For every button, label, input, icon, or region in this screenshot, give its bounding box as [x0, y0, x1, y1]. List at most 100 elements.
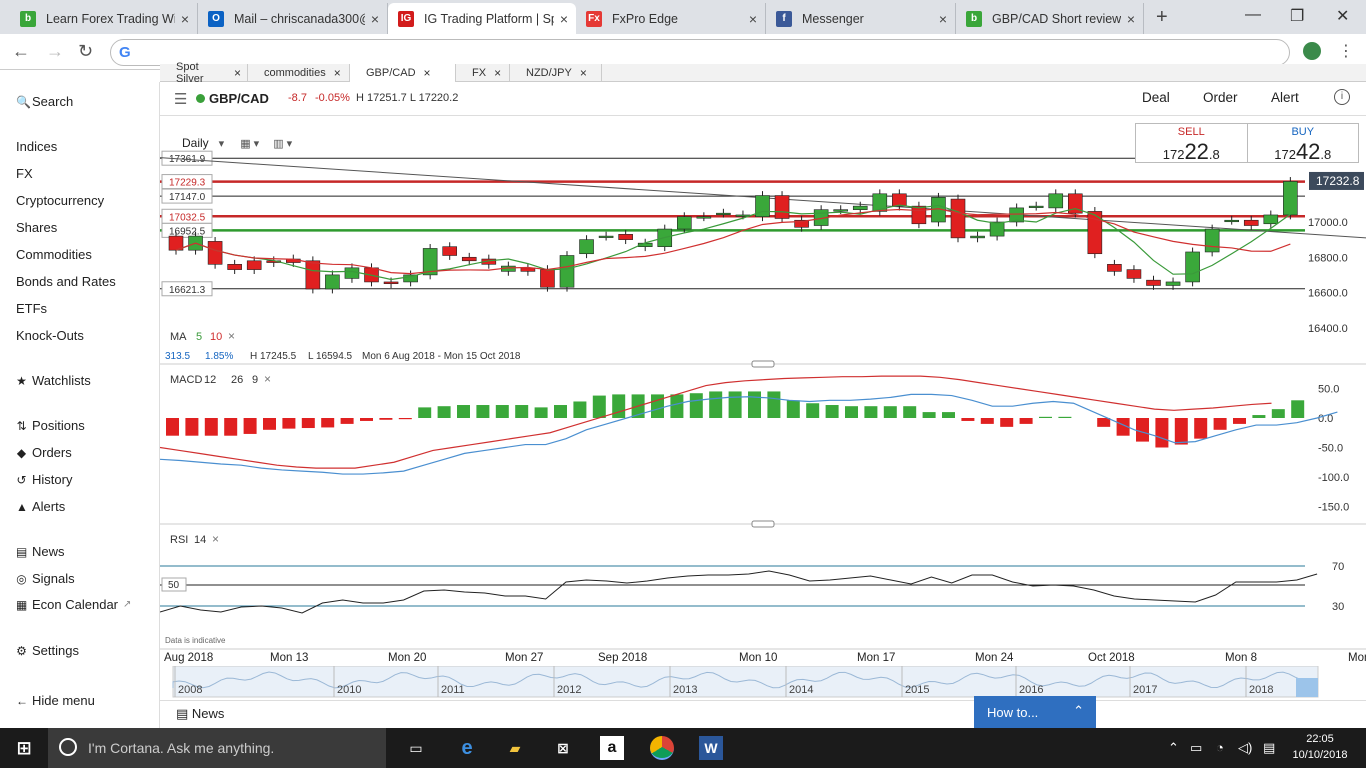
sidebar-item-etfs[interactable]: ETFs — [16, 301, 48, 316]
candle — [1204, 228, 1220, 253]
indicators-icon[interactable]: ▥ ▾ — [273, 137, 293, 150]
cortana-search[interactable]: I'm Cortana. Ask me anything. — [48, 728, 386, 768]
dropdown-icon[interactable]: ▾ — [218, 137, 225, 150]
close-icon[interactable]: × — [333, 66, 341, 80]
sidebar-item-fx[interactable]: FX — [16, 166, 33, 181]
sell-button[interactable]: SELL 17222.8 — [1162, 126, 1220, 164]
tab-close-icon[interactable]: × — [559, 10, 568, 27]
sidebar-item-bonds[interactable]: Bonds and Rates — [16, 274, 116, 289]
macd-bar — [166, 418, 179, 436]
info-icon[interactable]: i — [1334, 89, 1350, 105]
word-icon[interactable]: W — [699, 736, 723, 760]
volume-icon[interactable]: ◁) — [1238, 740, 1253, 755]
tab-close-icon[interactable]: × — [748, 10, 757, 27]
tab-close-icon[interactable]: × — [370, 10, 379, 27]
macd-bar — [1019, 418, 1033, 424]
edge-icon[interactable]: e — [461, 736, 473, 759]
level-label-box — [161, 222, 213, 238]
chart-type-icon[interactable]: ▦ ▾ — [240, 137, 260, 150]
wifi-icon[interactable]: ◔ — [1216, 740, 1224, 755]
instrument-tab[interactable]: commodities × — [248, 64, 350, 82]
new-tab-icon[interactable]: + — [1156, 6, 1168, 28]
sidebar-watchlists[interactable]: ★ Watchlists — [16, 373, 91, 388]
hamburger-icon[interactable]: ☰ — [174, 91, 188, 108]
battery-icon[interactable]: ▭ — [1190, 740, 1203, 755]
navigator-year: 2016 — [1019, 684, 1043, 696]
tab-close-icon[interactable]: × — [938, 10, 947, 27]
sidebar-news[interactable]: ▤ News — [16, 544, 65, 559]
sidebar-positions[interactable]: ⇅ Positions — [16, 418, 85, 433]
time-navigator[interactable]: 2008 2010 2011 2012 2013 2014 2015 2016 2017 2018 — [160, 666, 1366, 698]
browser-tab[interactable]: Fx FxPro Edge × — [576, 3, 766, 34]
omnibox[interactable]: G — [110, 39, 1290, 66]
sidebar-item-knock-outs[interactable]: Knock-Outs — [16, 328, 84, 343]
price-change: -8.7 — [288, 92, 307, 104]
sidebar-search[interactable]: 🔍 Search — [16, 94, 74, 109]
instrument-tab[interactable]: Spot Silver × — [160, 61, 248, 85]
sidebar-econ-calendar[interactable]: ▦ Econ Calendar ↗ — [16, 597, 132, 612]
tab-close-icon[interactable]: × — [1126, 10, 1135, 27]
external-link-icon: ↗ — [123, 599, 132, 610]
address-input[interactable] — [141, 43, 1271, 63]
chrome-icon[interactable] — [650, 736, 674, 760]
notifications-icon[interactable]: ▤ — [1263, 740, 1276, 755]
file-explorer-icon[interactable]: ▰ — [509, 739, 521, 756]
order-button[interactable]: Order — [1203, 90, 1238, 105]
maximize-icon[interactable]: ❐ — [1290, 8, 1305, 25]
browser-tab[interactable]: b Learn Forex Trading Wi × — [10, 3, 198, 34]
store-icon[interactable]: ⊠ — [557, 739, 569, 756]
chevron-up-icon[interactable]: ⌃ — [1168, 740, 1179, 755]
close-icon[interactable]: × — [579, 66, 587, 80]
sidebar-settings[interactable]: ⚙ Settings — [16, 643, 79, 658]
sidebar-item-indices[interactable]: Indices — [16, 139, 58, 154]
forward-icon[interactable]: → — [46, 41, 64, 61]
google-icon: G — [119, 44, 131, 61]
chart-area[interactable]: 17000.016800.016600.016400.017361.917229… — [160, 116, 1366, 668]
close-icon: × — [264, 372, 271, 386]
sidebar-alerts[interactable]: ▲ Alerts — [16, 499, 66, 514]
browser-tab[interactable]: O Mail – chriscanada300@ × — [198, 3, 388, 34]
minimize-icon[interactable]: — — [1245, 6, 1261, 23]
browser-tab[interactable]: b GBP/CAD Short review × — [956, 3, 1144, 34]
navigator-year: 2010 — [337, 684, 361, 696]
browser-tab[interactable]: f Messenger × — [766, 3, 956, 34]
tab-close-icon[interactable]: × — [180, 10, 189, 27]
timeframe-select[interactable]: Daily — [182, 136, 209, 150]
close-icon[interactable]: × — [233, 66, 241, 80]
profile-avatar[interactable] — [1303, 42, 1321, 60]
browser-menu-icon[interactable]: ⋮ — [1338, 43, 1354, 60]
close-window-icon[interactable]: ✕ — [1336, 8, 1350, 25]
favicon-icon: f — [776, 10, 792, 27]
sidebar-orders[interactable]: ◆ Orders — [16, 445, 72, 460]
close-icon[interactable]: × — [423, 66, 431, 80]
instrument-tab[interactable]: GBP/CAD × — [350, 64, 456, 82]
reload-icon[interactable]: ↻ — [78, 41, 94, 61]
back-icon[interactable]: ← — [12, 41, 30, 61]
alert-button[interactable]: Alert — [1271, 90, 1299, 105]
sidebar-signals[interactable]: ◎ Signals — [16, 571, 75, 586]
sidebar-history[interactable]: ↺ History — [16, 472, 73, 487]
buy-button[interactable]: BUY 17242.8 — [1246, 124, 1359, 164]
clock[interactable]: 22:05 10/10/2018 — [1292, 733, 1348, 761]
hide-menu-button[interactable]: ← Hide menu — [16, 693, 95, 708]
windows-start-icon[interactable]: ⊞ — [16, 737, 32, 758]
instrument-tab[interactable]: FX × — [456, 64, 510, 82]
how-to-button[interactable]: How to... ⌃ — [974, 696, 1096, 728]
instrument-tab[interactable]: NZD/JPY × — [510, 64, 602, 82]
price-chart[interactable]: 17000.016800.016600.016400.017361.917229… — [160, 116, 1366, 668]
task-view-icon[interactable]: ▭ — [409, 739, 423, 756]
deal-button[interactable]: Deal — [1142, 90, 1170, 105]
browser-tab[interactable]: IG IG Trading Platform | Sp × — [388, 3, 576, 34]
macd-bar — [883, 406, 897, 418]
sidebar-item-cryptocurrency[interactable]: Cryptocurrency — [16, 193, 105, 208]
windows-taskbar: ⊞ I'm Cortana. Ask me anything. ▭ e ▰ ⊠ … — [0, 728, 1366, 768]
footer-news-button[interactable]: ▤ News — [176, 706, 225, 721]
macd-bar — [786, 400, 800, 418]
candle — [383, 281, 399, 285]
sidebar-item-shares[interactable]: Shares — [16, 220, 58, 235]
candle — [461, 256, 477, 262]
close-icon: × — [212, 532, 219, 546]
amazon-icon[interactable]: a — [600, 736, 624, 760]
close-icon[interactable]: × — [494, 66, 502, 80]
sidebar-item-commodities[interactable]: Commodities — [16, 247, 92, 262]
